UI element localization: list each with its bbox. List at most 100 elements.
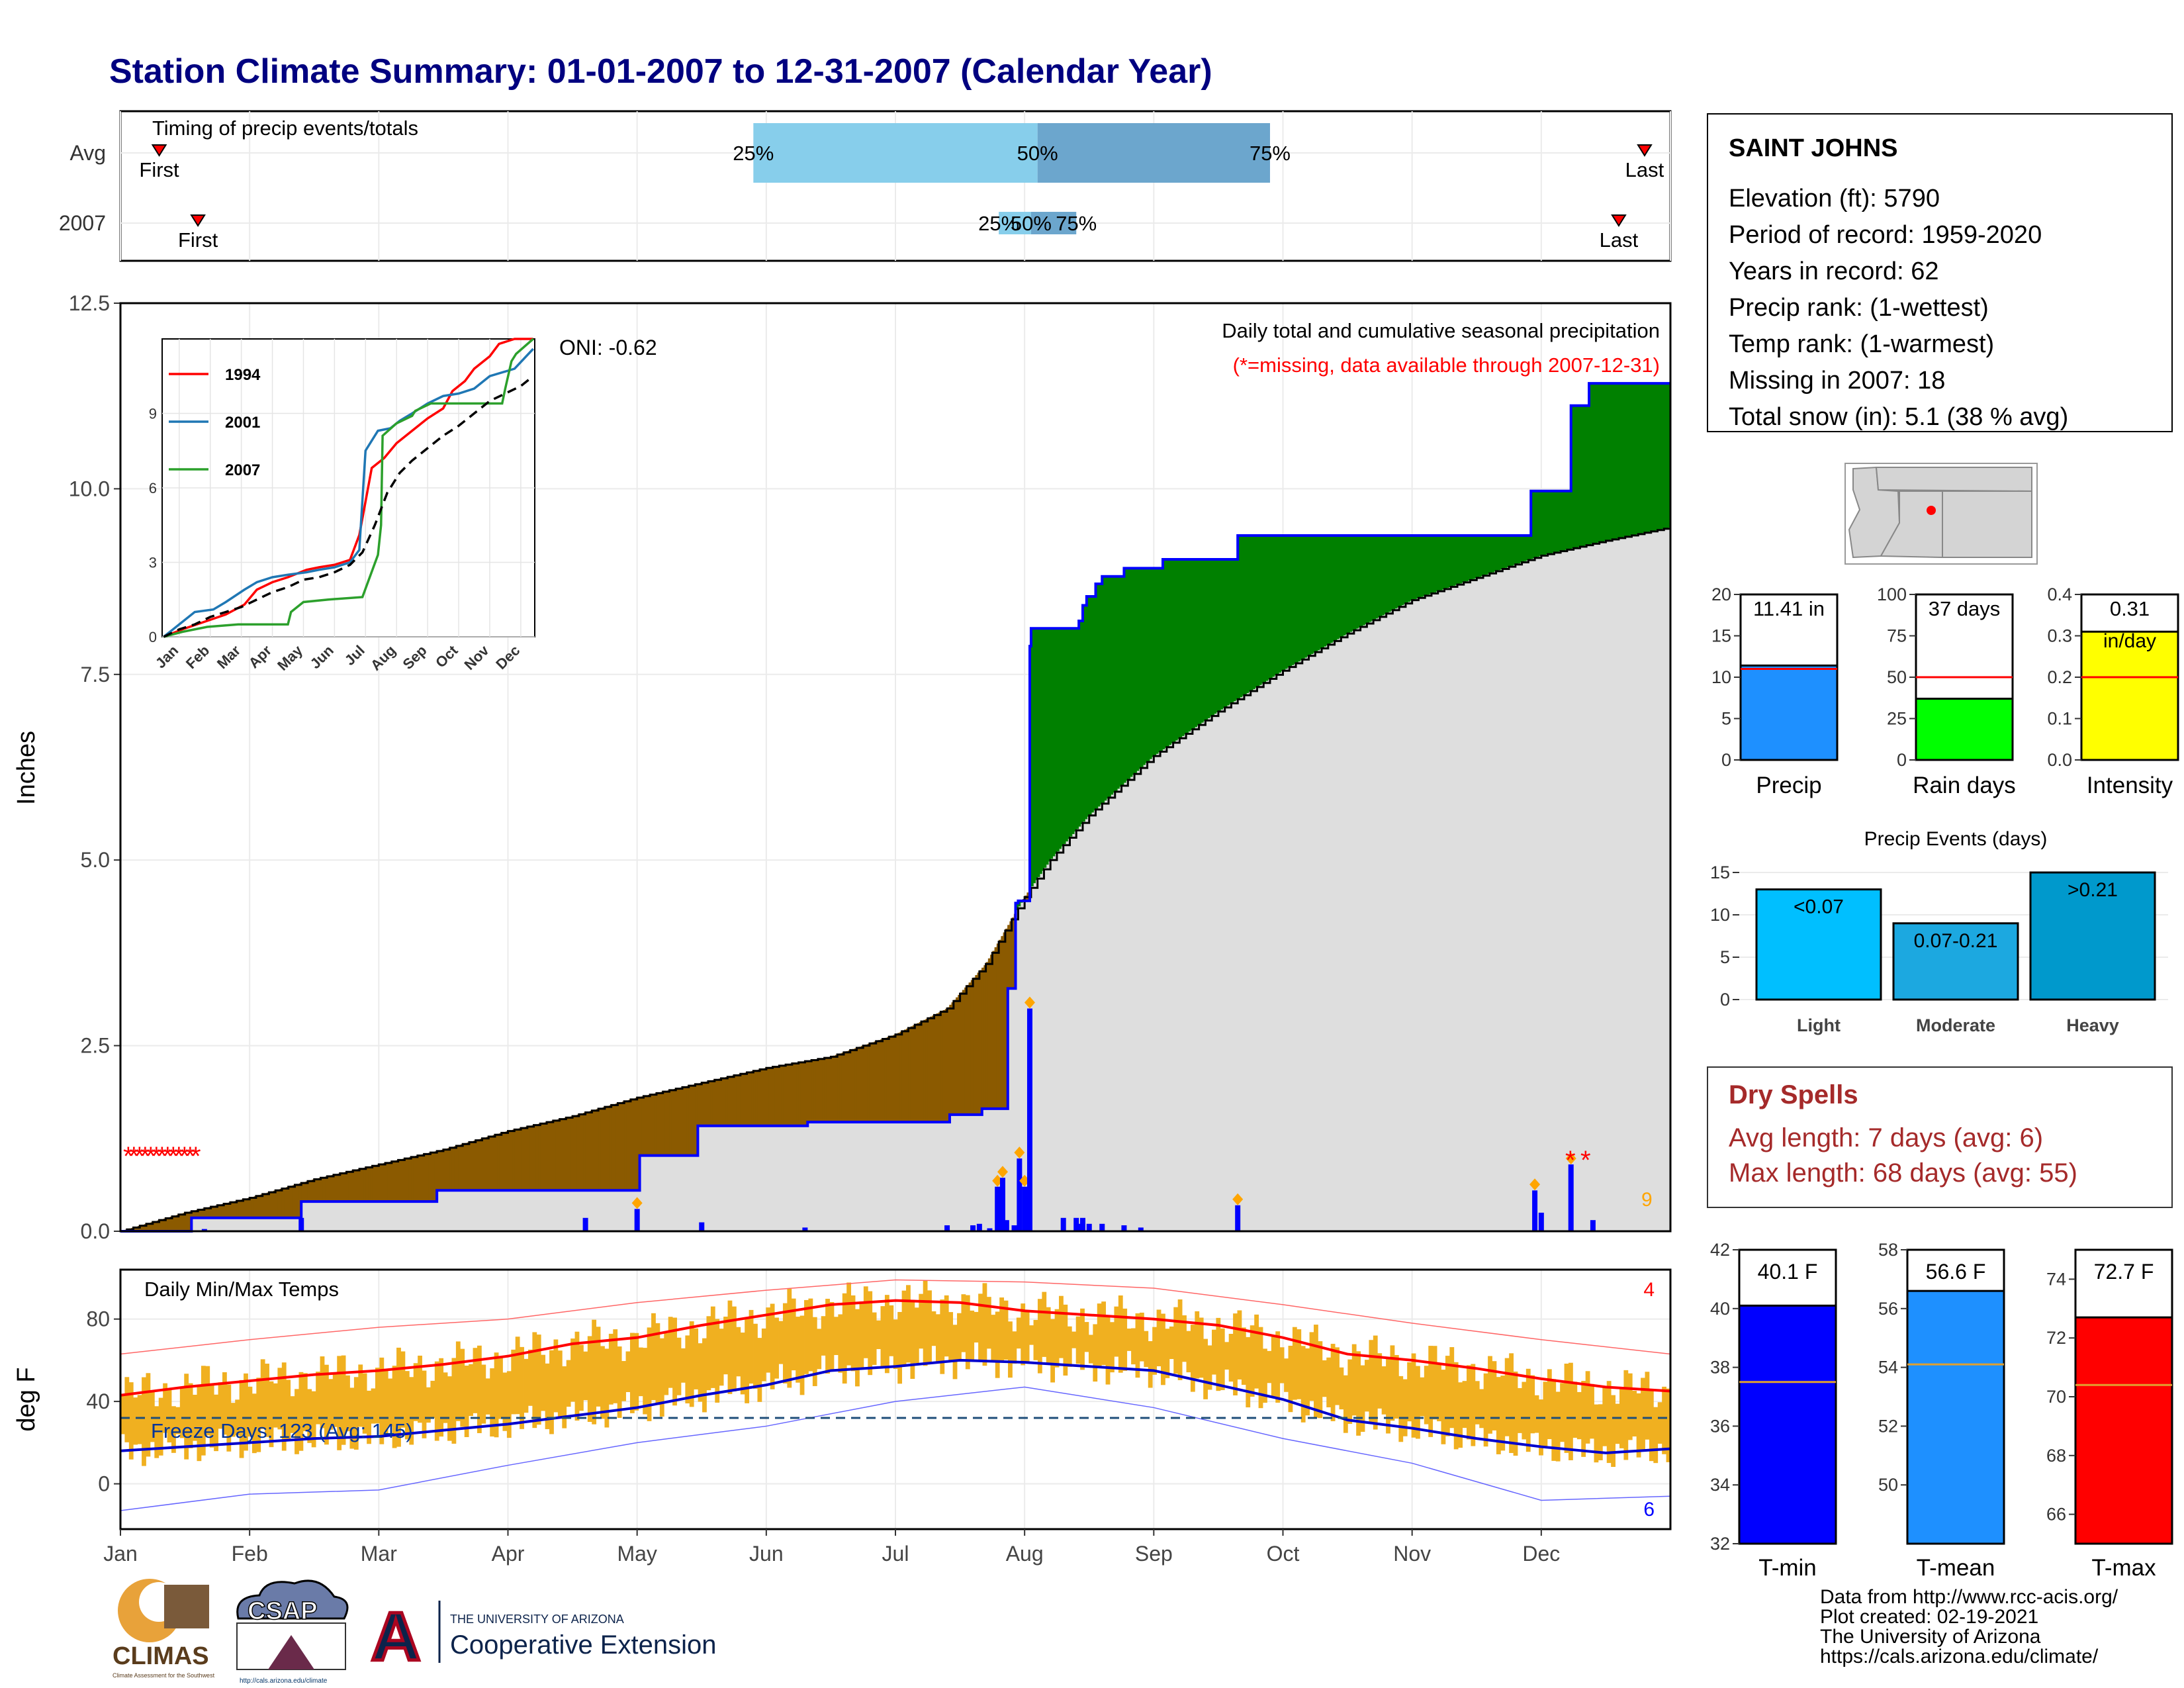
surplus-fill <box>1584 405 1587 546</box>
daily-temp-bar <box>1513 1371 1518 1456</box>
surplus-fill <box>1590 383 1594 544</box>
daily-temp-bar <box>787 1288 792 1388</box>
surplus-fill <box>1195 559 1197 727</box>
surplus-fill <box>1384 536 1387 614</box>
mini-bar-category-label: Precip <box>1756 773 1821 798</box>
surplus-fill <box>1522 536 1525 562</box>
temp-summary-tick-label: 68 <box>2046 1446 2066 1466</box>
temp-summary-tick-label: 42 <box>1710 1240 1730 1260</box>
daily-temp-bar <box>506 1371 512 1438</box>
deficit-fill <box>697 1083 700 1126</box>
deficit-fill <box>221 1203 224 1218</box>
surplus-fill <box>1037 628 1040 877</box>
deficit-fill <box>772 1066 776 1126</box>
deficit-fill <box>255 1196 259 1218</box>
daily-temp-bar <box>443 1372 448 1423</box>
precip-y-ticks: 0.0 2.5 5.0 7.5 10.0 12.5 <box>69 291 120 1243</box>
daily-temp-bar <box>948 1312 954 1362</box>
daily-temp-bar <box>1492 1361 1497 1430</box>
surplus-fill <box>1190 559 1193 730</box>
surplus-fill <box>1545 491 1549 555</box>
surplus-fill <box>1177 559 1180 739</box>
daily-temp-bar <box>1500 1376 1506 1451</box>
deficit-fill <box>747 1072 750 1126</box>
surplus-fill <box>1276 536 1279 675</box>
surplus-fill <box>1205 559 1208 720</box>
daily-temp-bar <box>698 1343 703 1402</box>
deficit-fill <box>738 1074 741 1126</box>
mini-bar-tick-label: 0 <box>1721 750 1731 770</box>
surplus-fill <box>1547 491 1551 554</box>
surplus-fill <box>1437 536 1441 591</box>
heavy-event-marker <box>1565 1152 1576 1165</box>
deficit-fill <box>415 1155 418 1202</box>
precip-tick-label: 2.5 <box>81 1034 110 1058</box>
surplus-fill <box>1356 536 1359 629</box>
surplus-fill <box>1492 536 1494 573</box>
deficit-fill <box>662 1091 666 1156</box>
surplus-fill <box>1296 536 1298 663</box>
surplus-fill <box>1183 559 1187 735</box>
surplus-fill <box>1261 536 1264 684</box>
inset-legend-label: 1994 <box>225 366 261 384</box>
surplus-fill <box>1369 536 1372 622</box>
daily-temp-bar <box>1105 1317 1111 1385</box>
daily-temp-bar <box>1518 1387 1522 1433</box>
daily-temp-bar <box>455 1341 461 1421</box>
deficit-fill <box>486 1137 489 1191</box>
deficit-fill <box>731 1075 735 1126</box>
events-category-label: Moderate <box>1916 1015 1995 1035</box>
events-tick-label: 0 <box>1720 990 1730 1009</box>
surplus-fill <box>1513 536 1516 565</box>
surplus-fill <box>1520 536 1523 563</box>
surplus-fill <box>1425 536 1428 596</box>
precip-tick-label: 7.5 <box>81 663 110 686</box>
daily-temp-bar <box>511 1349 516 1415</box>
temp-summary-tick-label: 58 <box>1878 1240 1898 1260</box>
surplus-fill <box>1035 628 1038 880</box>
surplus-fill <box>1226 559 1230 706</box>
daily-temp-bar <box>1173 1307 1179 1374</box>
daily-temp-bar <box>193 1395 197 1441</box>
daily-temp-bar <box>1326 1357 1332 1407</box>
surplus-fill <box>1573 405 1576 548</box>
daily-temp-bar <box>923 1280 928 1366</box>
temp-summary-tick-label: 54 <box>1878 1358 1898 1378</box>
daily-temp-bar <box>434 1361 439 1441</box>
inset-lines <box>163 338 534 638</box>
deficit-fill <box>803 1061 805 1126</box>
surplus-fill <box>1472 536 1475 579</box>
deficit-fill <box>684 1086 688 1156</box>
surplus-fill <box>1455 536 1458 585</box>
deficit-fill <box>566 1117 569 1191</box>
daily-temp-bar <box>1195 1311 1200 1379</box>
daily-temp-bar <box>782 1303 788 1383</box>
deficit-fill <box>426 1153 429 1202</box>
daily-precip-bar <box>970 1225 976 1231</box>
daily-temp-bar <box>464 1366 469 1437</box>
daily-precip-bar <box>802 1227 808 1231</box>
deficit-fill <box>417 1155 420 1202</box>
daily-temp-bar <box>680 1348 686 1383</box>
deficit-fill <box>167 1217 171 1231</box>
surplus-fill <box>1362 536 1365 626</box>
surplus-fill <box>1599 383 1602 542</box>
month-label: Dec <box>1522 1542 1560 1566</box>
daily-temp-bar <box>1080 1308 1085 1370</box>
daily-temp-bar <box>265 1364 269 1437</box>
station-location-dot <box>1927 506 1936 515</box>
temp-title: Daily Min/Max Temps <box>144 1278 339 1301</box>
daily-temp-bar <box>1576 1391 1582 1440</box>
daily-temp-bar <box>1228 1333 1234 1382</box>
surplus-fill <box>1233 559 1236 702</box>
daily-temp-bar <box>1377 1353 1383 1409</box>
daily-temp-bar <box>1063 1304 1068 1376</box>
daily-temp-bar <box>286 1380 291 1441</box>
daily-temp-bar <box>1220 1328 1225 1391</box>
surplus-fill <box>1214 559 1217 714</box>
daily-temp-bar <box>1152 1327 1158 1375</box>
precip-tick-label: 0.0 <box>81 1219 110 1243</box>
daily-temp-bar <box>1135 1313 1140 1378</box>
deficit-fill <box>331 1175 334 1202</box>
